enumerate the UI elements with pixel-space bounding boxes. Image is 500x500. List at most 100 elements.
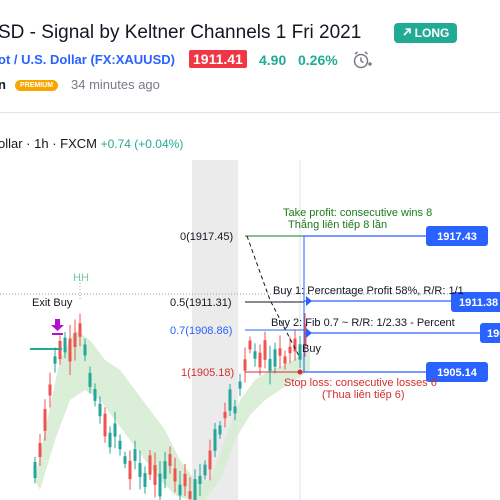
stop-loss-label: Stop loss: consecutive losses 6 — [284, 377, 437, 389]
candle-body — [88, 372, 92, 388]
candle-body — [278, 348, 282, 356]
candle-body — [233, 406, 237, 414]
candle-body — [188, 491, 192, 499]
price-change: 4.90 — [259, 52, 287, 68]
candle-body — [83, 344, 87, 356]
symbol-code: FX:XAUUSD — [94, 52, 171, 67]
chart-change: +0.74 (+0.04%) — [100, 137, 184, 151]
keltner-band — [35, 330, 310, 500]
fib-label-05: 0.5(1911.31) — [170, 297, 232, 309]
long-badge: LONG — [394, 23, 457, 43]
candle-body — [193, 479, 197, 500]
candle-body — [158, 473, 162, 497]
candles — [33, 313, 307, 500]
candle-body — [103, 413, 107, 437]
idea-title: SD - Signal by Keltner Channels 1 Fri 20… — [0, 22, 362, 43]
candle-body — [148, 455, 152, 475]
candle-body — [78, 323, 82, 337]
candle-body — [138, 463, 142, 477]
candle-body — [243, 359, 247, 371]
candle-body — [238, 381, 242, 389]
candle-body — [203, 464, 207, 476]
candle-body — [298, 344, 302, 360]
candle-body — [218, 425, 222, 435]
buy2-tag-bg — [480, 323, 500, 343]
candle-body — [268, 358, 272, 372]
premium-badge: PREMIUM — [15, 80, 59, 91]
tp-price-tag: 1917.43 — [437, 231, 477, 243]
candle-body — [263, 340, 267, 360]
candle-body — [198, 475, 202, 485]
candle-body — [293, 338, 297, 352]
candle-body — [168, 454, 172, 466]
candle-body — [53, 356, 57, 364]
candle-body — [123, 456, 127, 464]
candle-body — [48, 384, 52, 396]
buy-arrow-icon — [306, 296, 312, 338]
candle-body — [128, 460, 132, 480]
candle-body — [173, 468, 177, 482]
stop-dot — [297, 369, 303, 375]
exit-buy-label: Exit Buy — [32, 297, 73, 309]
divider — [0, 112, 500, 113]
tp-tag-bg — [426, 226, 488, 246]
candle-body — [248, 340, 252, 350]
candle-body — [153, 465, 157, 485]
hh-label: HH — [73, 272, 89, 284]
buy2-price-tag: 190 — [487, 328, 500, 340]
candle-body — [273, 349, 277, 367]
candle-body — [288, 346, 292, 354]
price-chart[interactable]: 1917.43 1911.38 190 1905.14 0(1917.45) 0… — [0, 160, 500, 500]
symbol-link[interactable]: ot / U.S. Dollar (FX:XAUUSD) — [0, 52, 175, 67]
candle-body — [63, 337, 67, 353]
candle-body — [118, 440, 122, 450]
candle-body — [283, 356, 287, 364]
buy1-label: Buy 1: Percentage Profit 58%, R/R: 1/1 — [273, 285, 464, 297]
candle-body — [208, 450, 212, 470]
long-badge-label: LONG — [414, 26, 450, 40]
sl-tag-bg — [426, 362, 488, 382]
buy2-label: Buy 2: Fib 0.7 ~ R/R: 1/2.33 - Percent — [271, 317, 455, 329]
candle-body — [43, 409, 47, 431]
fib-label-1: 1(1905.18) — [181, 367, 234, 379]
symbol-suffix: ) — [170, 52, 175, 67]
candle-body — [93, 389, 97, 401]
fib-label-0: 0(1917.45) — [180, 231, 233, 243]
price-badge: 1911.41 — [189, 50, 247, 68]
candle-body — [253, 351, 257, 359]
chart-symbol-interval: ollar · 1h · FXCM — [0, 136, 97, 151]
candle-body — [183, 473, 187, 487]
candle-body — [38, 443, 42, 457]
candle-body — [258, 352, 262, 368]
candle-body — [163, 461, 167, 479]
author-name[interactable]: n — [0, 77, 6, 92]
price-change-percent: 0.26% — [298, 52, 338, 68]
candle-body — [113, 423, 117, 437]
candle-body — [68, 338, 72, 362]
candle-body — [223, 411, 227, 419]
candle-body — [213, 429, 217, 451]
stop-loss-label-vi: (Thua liên tiếp 6) — [322, 389, 405, 401]
candle-body — [178, 484, 182, 496]
candle-body — [33, 461, 37, 479]
candle-body — [143, 473, 147, 487]
take-profit-label: Take profit: consecutive wins 8 — [283, 207, 432, 219]
arrow-up-right-icon — [402, 26, 412, 40]
buy1-tag-bg — [451, 292, 500, 312]
candle-body — [73, 333, 77, 347]
candle-body — [228, 389, 232, 411]
exit-arrow-icon — [51, 319, 64, 335]
chart-legend: ollar · 1h · FXCM +0.74 (+0.04%) — [0, 136, 183, 151]
publish-time: 34 minutes ago — [71, 77, 160, 92]
symbol-prefix: ot / U.S. Dollar ( — [0, 52, 95, 67]
fib-label-07: 0.7(1908.86) — [170, 325, 232, 337]
buy-label: Buy — [302, 343, 321, 355]
candle-body — [98, 403, 102, 417]
candle-body — [303, 323, 307, 347]
projection-line — [246, 235, 301, 359]
candle-body — [108, 432, 112, 448]
take-profit-label-vi: Thắng liên tiếp 8 lần — [288, 218, 387, 231]
sl-price-tag: 1905.14 — [437, 367, 478, 379]
buy1-price-tag: 1911.38 — [459, 297, 498, 309]
alarm-plus-icon[interactable] — [351, 49, 373, 71]
